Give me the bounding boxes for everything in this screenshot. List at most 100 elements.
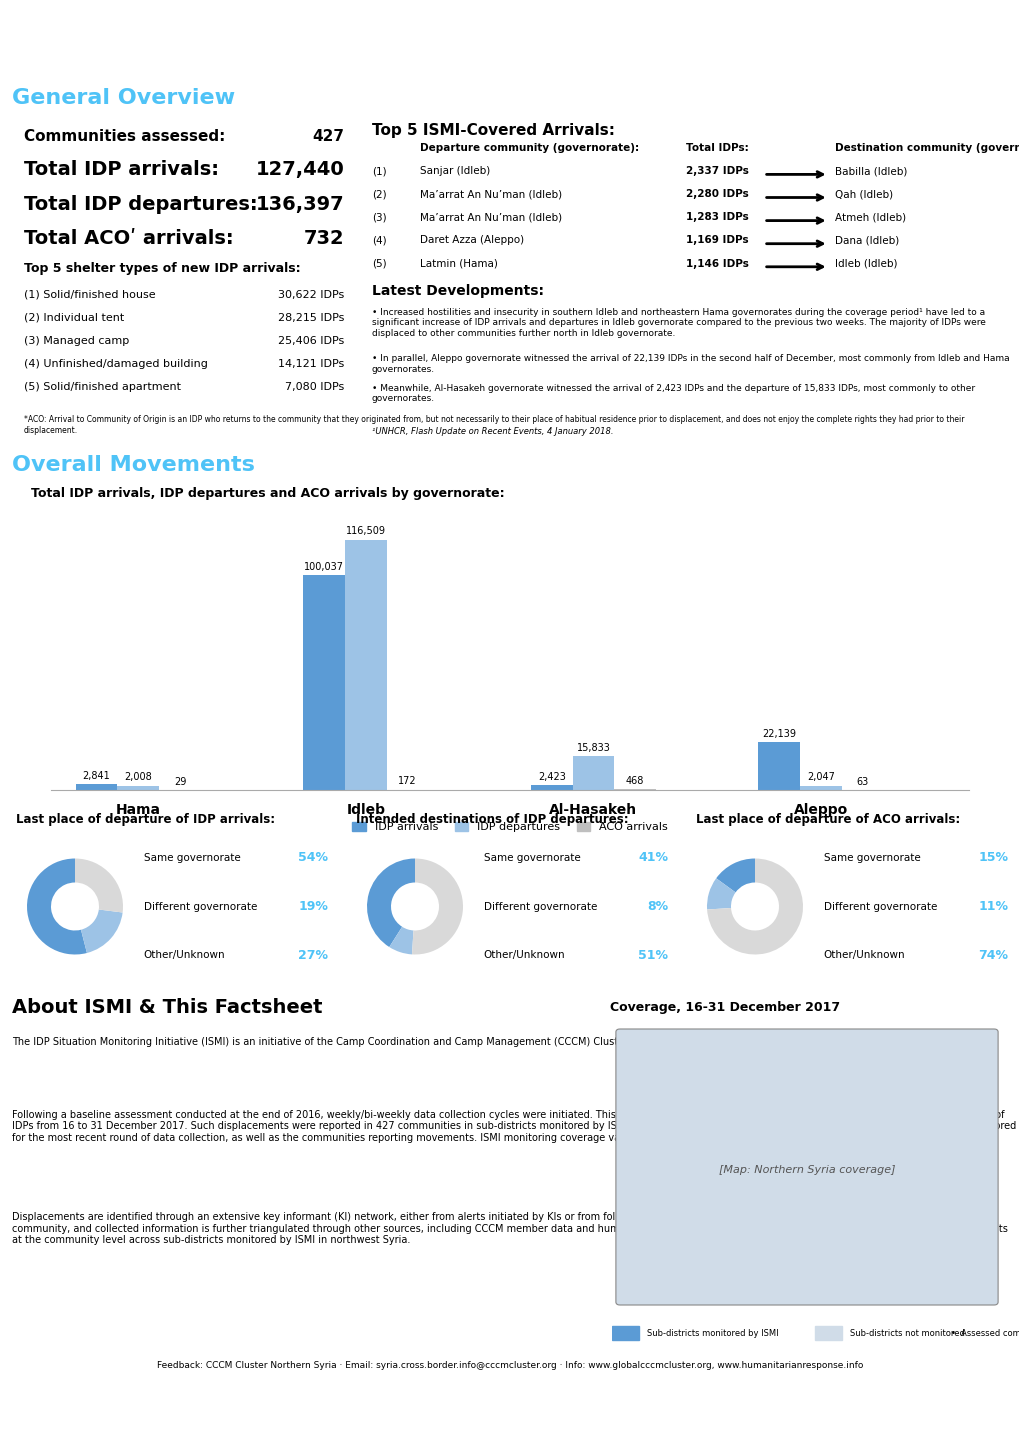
Bar: [117, 786, 159, 790]
Text: Communities assessed:: Communities assessed:: [23, 128, 225, 144]
Text: Sub-districts monitored by ISMI: Sub-districts monitored by ISMI: [646, 1328, 777, 1338]
Wedge shape: [75, 858, 123, 913]
Text: Different governorate: Different governorate: [823, 901, 936, 911]
Bar: [800, 786, 841, 790]
Bar: [814, 1327, 842, 1340]
Text: 8%: 8%: [646, 900, 667, 913]
Wedge shape: [367, 858, 415, 947]
Text: 100,037: 100,037: [304, 562, 343, 572]
Bar: [530, 784, 572, 790]
Text: 2,841: 2,841: [83, 770, 110, 780]
Text: Top 5 shelter types of new IDP arrivals:: Top 5 shelter types of new IDP arrivals:: [23, 262, 301, 275]
Text: Coverage, 16-31 December 2017: Coverage, 16-31 December 2017: [609, 1001, 840, 1014]
Legend: IDP arrivals, IDP departures, ACO arrivals: IDP arrivals, IDP departures, ACO arriva…: [347, 818, 672, 836]
Text: SUPPORTING DISPLACED COMMUNITIES: SUPPORTING DISPLACED COMMUNITIES: [141, 1420, 308, 1429]
Text: 15%: 15%: [977, 851, 1007, 864]
Wedge shape: [412, 858, 463, 955]
Text: (4): (4): [371, 235, 386, 245]
Text: 1,146 IDPs: 1,146 IDPs: [686, 258, 748, 268]
Text: Qah (Idleb): Qah (Idleb): [835, 189, 893, 199]
Text: REACH: REACH: [476, 1390, 645, 1432]
Text: •  Assessed communities: • Assessed communities: [951, 1328, 1019, 1338]
Text: 468: 468: [626, 776, 644, 786]
Text: (3): (3): [371, 212, 386, 222]
Bar: [611, 1327, 639, 1340]
Text: Departure community (governorate):: Departure community (governorate):: [420, 143, 639, 153]
Text: (1): (1): [371, 166, 386, 176]
Bar: [303, 575, 344, 790]
Text: 22,139: 22,139: [761, 730, 796, 740]
Text: 1,283 IDPs: 1,283 IDPs: [686, 212, 748, 222]
Text: Aleppo: Aleppo: [793, 803, 848, 816]
Text: Al-Hasakeh: Al-Hasakeh: [549, 803, 637, 816]
FancyBboxPatch shape: [615, 1030, 998, 1305]
Text: 7,080 IDPs: 7,080 IDPs: [285, 382, 344, 392]
Text: 54%: 54%: [298, 851, 328, 864]
Text: www.cccmcluster.org: www.cccmcluster.org: [815, 61, 890, 66]
Text: Intended destinations of IDP departures:: Intended destinations of IDP departures:: [357, 812, 629, 825]
Text: Total IDP departures:: Total IDP departures:: [23, 195, 257, 213]
Text: CCCM CLUSTER: CCCM CLUSTER: [815, 23, 899, 33]
Text: Displacements are identified through an extensive key informant (KI) network, ei: Displacements are identified through an …: [12, 1211, 1007, 1244]
Text: Sanjar (Idleb): Sanjar (Idleb): [420, 166, 490, 176]
Text: 1: 1: [995, 1406, 1004, 1422]
Text: 25,406 IDPs: 25,406 IDPs: [278, 336, 344, 346]
Text: [Map: Northern Syria coverage]: [Map: Northern Syria coverage]: [718, 1165, 895, 1175]
Text: Different governorate: Different governorate: [483, 901, 596, 911]
Text: Same governorate: Same governorate: [483, 852, 580, 862]
Text: General Overview: General Overview: [12, 88, 235, 108]
Text: 28,215 IDPs: 28,215 IDPs: [278, 313, 344, 323]
Text: Destination community (governorate):: Destination community (governorate):: [835, 143, 1019, 153]
Text: 11%: 11%: [977, 900, 1007, 913]
Wedge shape: [81, 910, 122, 953]
Bar: [572, 756, 613, 790]
Text: (2) Individual tent: (2) Individual tent: [23, 313, 124, 323]
Text: Total IDPs:: Total IDPs:: [686, 143, 748, 153]
Text: Same governorate: Same governorate: [823, 852, 920, 862]
Text: 74%: 74%: [977, 949, 1007, 962]
Text: 127,440: 127,440: [256, 160, 344, 179]
Text: 19%: 19%: [298, 900, 328, 913]
Text: 15,833: 15,833: [576, 743, 609, 753]
Text: Following a baseline assessment conducted at the end of 2016, weekly/bi-weekly d: Following a baseline assessment conducte…: [12, 1110, 1016, 1144]
Text: 2,337 IDPs: 2,337 IDPs: [686, 166, 748, 176]
Text: • Increased hostilities and insecurity in southern Idleb and northeastern Hama g: • Increased hostilities and insecurity i…: [371, 309, 984, 337]
Text: The IDP Situation Monitoring Initiative (ISMI) is an initiative of the Camp Coor: The IDP Situation Monitoring Initiative …: [12, 1037, 929, 1047]
Bar: [75, 784, 117, 790]
Text: 30,622 IDPs: 30,622 IDPs: [278, 290, 344, 300]
Text: Sub-districts not monitored: Sub-districts not monitored: [849, 1328, 964, 1338]
Text: 427: 427: [313, 128, 344, 144]
Text: Overall Movements: Overall Movements: [12, 456, 255, 474]
Text: 2,008: 2,008: [124, 773, 152, 783]
Text: 63: 63: [856, 777, 868, 787]
Bar: [758, 743, 800, 790]
Text: 1,169 IDPs: 1,169 IDPs: [686, 235, 748, 245]
Text: Total IDP arrivals, IDP departures and ACO arrivals by governorate:: Total IDP arrivals, IDP departures and A…: [31, 486, 503, 499]
Text: Ma’arrat An Nu’man (Idleb): Ma’arrat An Nu’man (Idleb): [420, 189, 561, 199]
Text: Total ACOʹ arrivals:: Total ACOʹ arrivals:: [23, 229, 233, 248]
Text: IDP Situation Monitoring Initiative (ISMI): IDP Situation Monitoring Initiative (ISM…: [15, 10, 560, 35]
Wedge shape: [706, 858, 802, 955]
Text: Total IDP arrivals:: Total IDP arrivals:: [23, 160, 219, 179]
Text: Latmin (Hama): Latmin (Hama): [420, 258, 497, 268]
Text: 27%: 27%: [298, 949, 328, 962]
Wedge shape: [26, 858, 87, 955]
Text: Top 5 ISMI-Covered Arrivals:: Top 5 ISMI-Covered Arrivals:: [371, 123, 614, 138]
Text: SUPPORTING DISPLACED COMMUNITIES: SUPPORTING DISPLACED COMMUNITIES: [815, 43, 966, 52]
Text: Last place of departure of ACO arrivals:: Last place of departure of ACO arrivals:: [696, 812, 960, 825]
Text: Other/Unknown: Other/Unknown: [483, 950, 565, 960]
Text: (1) Solid/finished house: (1) Solid/finished house: [23, 290, 155, 300]
Text: 29: 29: [173, 777, 186, 787]
Text: • In parallel, Aleppo governorate witnessed the arrival of 22,139 IDPs in the se: • In parallel, Aleppo governorate witnes…: [371, 355, 1009, 373]
Text: *ACO: Arrival to Community of Origin is an IDP who returns to the community that: *ACO: Arrival to Community of Origin is …: [23, 415, 963, 435]
Text: (5): (5): [371, 258, 386, 268]
Text: Latest Developments:: Latest Developments:: [371, 284, 543, 298]
Text: Informing: Informing: [795, 1393, 861, 1407]
Wedge shape: [715, 858, 754, 893]
Text: Ma’arrat An Nu’man (Idleb): Ma’arrat An Nu’man (Idleb): [420, 212, 561, 222]
Text: 51%: 51%: [638, 949, 667, 962]
Text: Idleb (Idleb): Idleb (Idleb): [835, 258, 897, 268]
Text: 14,121 IDPs: 14,121 IDPs: [278, 359, 344, 369]
Text: IDP Movements in northern Syria 16-31 December 2017: IDP Movements in northern Syria 16-31 De…: [15, 49, 521, 66]
Bar: [344, 539, 386, 790]
